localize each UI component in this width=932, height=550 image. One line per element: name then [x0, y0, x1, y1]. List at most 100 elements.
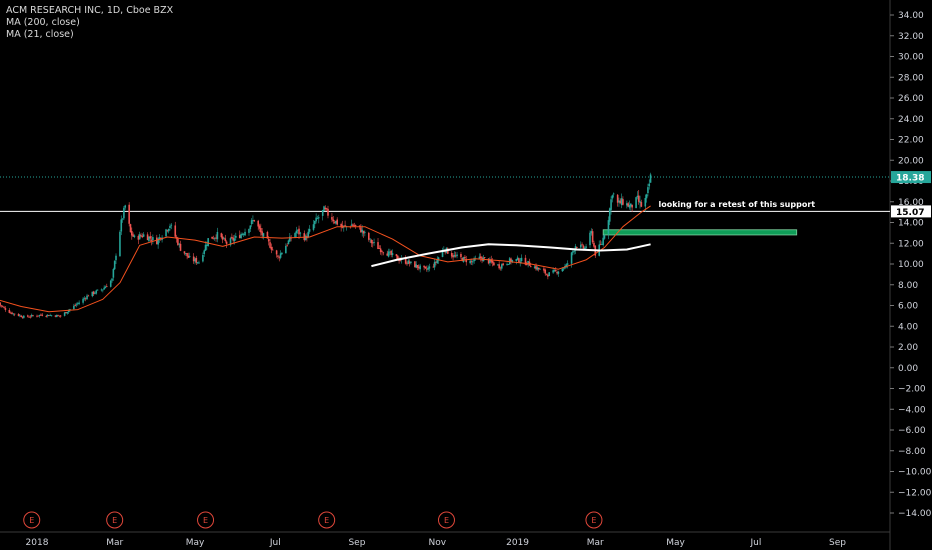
candle-body — [179, 243, 182, 251]
candle-body — [95, 290, 98, 294]
y-tick-label: 14.00 — [898, 219, 924, 229]
candle-body — [350, 224, 353, 226]
y-tick-label: 2.00 — [898, 343, 918, 353]
candle-body — [510, 258, 512, 263]
candle-body — [50, 315, 53, 317]
candle-body — [640, 202, 643, 207]
candle-body — [371, 242, 374, 244]
candle-body — [317, 217, 320, 219]
candle-body — [582, 245, 585, 249]
candle-body — [572, 251, 574, 253]
candle-body — [48, 315, 50, 317]
candle-body — [436, 259, 439, 264]
candle-body — [138, 234, 141, 240]
candle-body — [487, 258, 490, 264]
candle-body — [242, 234, 245, 236]
candle-body — [518, 258, 520, 263]
candle-body — [591, 231, 594, 243]
x-tick-label: Sep — [829, 538, 846, 548]
candle-body — [55, 314, 58, 318]
candle-body — [12, 313, 15, 315]
candle-body — [112, 269, 115, 278]
candle-body — [498, 264, 500, 269]
candle-body — [67, 310, 70, 313]
candle-body — [644, 198, 647, 207]
candle-body — [269, 242, 271, 248]
y-tick-label: 4.00 — [898, 322, 918, 332]
candle-body — [250, 220, 253, 225]
candle-body — [321, 210, 324, 216]
candle-body — [368, 232, 370, 240]
candle-body — [241, 233, 244, 235]
candle-body — [232, 237, 234, 241]
candle-body — [340, 223, 342, 227]
candle-body — [493, 262, 495, 266]
candle-body — [399, 260, 402, 262]
candle-body — [428, 266, 431, 269]
candle-body — [415, 264, 417, 268]
candle-body — [354, 224, 357, 226]
candle-body — [465, 258, 468, 263]
candle-body — [461, 258, 464, 262]
candle-body — [529, 266, 532, 268]
candle-body — [86, 295, 88, 300]
earnings-marker-label: E — [591, 516, 596, 525]
candle-body — [502, 263, 504, 266]
candle-body — [533, 266, 536, 268]
candle-body — [489, 259, 491, 264]
candle-body — [63, 312, 66, 316]
candle-body — [565, 264, 568, 267]
candle-body — [103, 287, 105, 290]
candle-body — [561, 268, 564, 272]
candle-body — [17, 314, 20, 316]
y-tick-label: −4.00 — [898, 405, 926, 415]
candle-body — [553, 270, 556, 272]
candle-body — [308, 228, 311, 232]
candle-body — [152, 237, 154, 241]
candle-body — [36, 315, 38, 317]
candle-body — [547, 274, 549, 277]
candle-body — [362, 230, 365, 234]
candle-body — [111, 278, 113, 281]
candle-body — [447, 248, 449, 254]
candle-body — [554, 270, 557, 271]
candle-body — [395, 254, 398, 257]
candle-body — [100, 289, 103, 291]
candle-body — [381, 251, 383, 252]
candle-body — [249, 225, 252, 229]
x-tick-label: Sep — [348, 538, 365, 548]
candle-body — [59, 315, 62, 317]
candle-body — [187, 255, 190, 258]
support-price-tag: 15.07 — [896, 208, 924, 218]
candle-body — [167, 228, 170, 232]
candle-body — [570, 252, 573, 264]
candle-body — [267, 239, 270, 242]
candle-body — [266, 231, 269, 239]
y-tick-label: 20.00 — [898, 156, 924, 166]
candle-body — [105, 286, 108, 288]
candle-body — [258, 225, 261, 229]
candle-body — [589, 232, 591, 246]
candle-body — [183, 251, 186, 254]
candle-body — [456, 254, 458, 257]
candle-body — [231, 236, 233, 239]
chart-legend: ACM RESEARCH INC, 1D, Cboe BZX MA (200, … — [6, 5, 173, 41]
candle-body — [119, 231, 121, 257]
candle-body — [65, 311, 67, 314]
y-tick-label: 34.00 — [898, 11, 924, 21]
candle-body — [316, 218, 319, 219]
earnings-marker — [585, 511, 603, 529]
candle-body — [611, 195, 614, 199]
ma200-line — [371, 243, 651, 268]
candle-body — [215, 237, 217, 239]
candle-body — [535, 265, 537, 270]
legend-ma200: MA (200, close) — [6, 17, 80, 28]
candle-body — [0, 302, 1, 306]
candle-body — [620, 198, 623, 206]
candle-body — [404, 257, 407, 264]
candle-body — [325, 208, 328, 210]
candle-body — [277, 255, 279, 257]
candle-body — [104, 286, 107, 289]
candle-body — [435, 261, 437, 263]
